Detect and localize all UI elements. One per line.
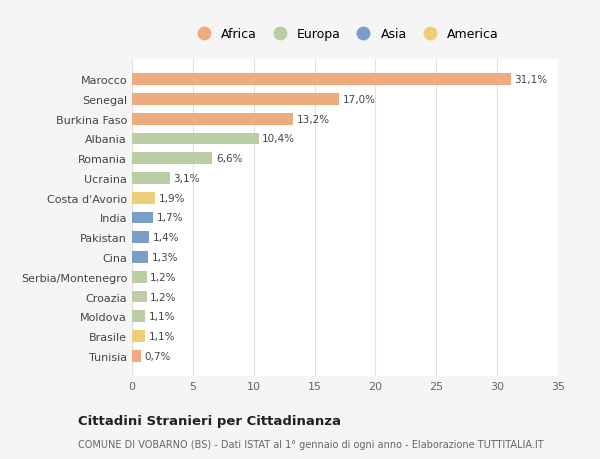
Bar xyxy=(132,252,148,263)
Text: Cittadini Stranieri per Cittadinanza: Cittadini Stranieri per Cittadinanza xyxy=(78,414,341,428)
Text: 1,9%: 1,9% xyxy=(159,193,185,203)
Bar xyxy=(132,350,140,362)
Bar xyxy=(132,113,293,125)
Bar xyxy=(132,153,212,165)
Text: 13,2%: 13,2% xyxy=(296,114,329,124)
Text: 6,6%: 6,6% xyxy=(216,154,242,164)
Bar xyxy=(132,330,145,342)
Text: 1,2%: 1,2% xyxy=(150,272,177,282)
Bar xyxy=(132,291,146,303)
Bar xyxy=(132,192,155,204)
Text: 10,4%: 10,4% xyxy=(262,134,295,144)
Text: 1,2%: 1,2% xyxy=(150,292,177,302)
Bar xyxy=(132,311,145,323)
Bar xyxy=(132,94,339,106)
Text: 3,1%: 3,1% xyxy=(173,174,200,184)
Bar xyxy=(132,212,152,224)
Text: 1,4%: 1,4% xyxy=(152,233,179,243)
Bar xyxy=(132,173,170,185)
Bar xyxy=(132,271,146,283)
Bar xyxy=(132,232,149,244)
Text: 31,1%: 31,1% xyxy=(514,75,547,85)
Text: 1,3%: 1,3% xyxy=(151,252,178,263)
Text: 1,1%: 1,1% xyxy=(149,312,176,322)
Text: 1,7%: 1,7% xyxy=(157,213,183,223)
Text: 0,7%: 0,7% xyxy=(144,351,170,361)
Text: 1,1%: 1,1% xyxy=(149,331,176,341)
Bar xyxy=(132,133,259,145)
Bar xyxy=(132,74,511,86)
Legend: Africa, Europa, Asia, America: Africa, Europa, Asia, America xyxy=(191,28,499,41)
Text: COMUNE DI VOBARNO (BS) - Dati ISTAT al 1° gennaio di ogni anno - Elaborazione TU: COMUNE DI VOBARNO (BS) - Dati ISTAT al 1… xyxy=(78,440,544,449)
Text: 17,0%: 17,0% xyxy=(343,95,376,105)
